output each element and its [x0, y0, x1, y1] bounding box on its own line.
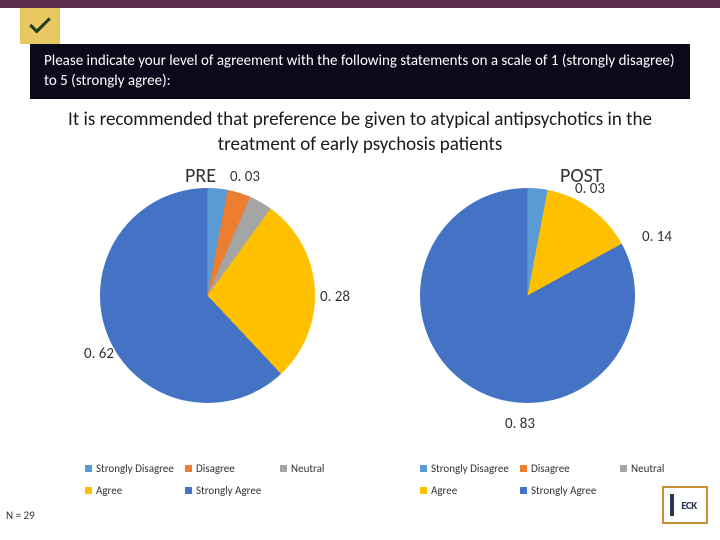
legend-swatch: [420, 487, 427, 494]
legend-swatch: [520, 487, 527, 494]
legend-swatch: [520, 465, 527, 472]
legend-item: Strongly Disagree: [85, 462, 174, 475]
legend-label: Agree: [96, 484, 122, 497]
chart-area: PRE 0. 030. 280. 62 POST 0. 030. 140. 83: [0, 170, 720, 440]
legend-item: Neutral: [620, 462, 664, 475]
data-label: 0. 14: [642, 228, 672, 246]
checkmark-icon: [20, 8, 60, 44]
pre-pie: [100, 188, 315, 403]
pre-chart-title: PRE: [185, 164, 216, 188]
legend-label: Strongly Disagree: [431, 462, 509, 475]
legend-label: Disagree: [196, 462, 235, 475]
data-label: 0. 28: [320, 288, 350, 306]
legend-swatch: [420, 465, 427, 472]
data-label: 0. 03: [575, 180, 605, 198]
legend-label: Neutral: [631, 462, 664, 475]
legend-item: Disagree: [520, 462, 570, 475]
legend-swatch: [85, 487, 92, 494]
legend-item: Neutral: [280, 462, 324, 475]
data-label: 0. 62: [84, 345, 114, 363]
n-label: N = 29: [6, 509, 35, 522]
data-label: 0. 83: [505, 415, 535, 433]
legend-label: Neutral: [291, 462, 324, 475]
legend-swatch: [185, 487, 192, 494]
legend-item: Strongly Agree: [185, 484, 261, 497]
legend-item: Agree: [420, 484, 457, 497]
legend-label: Strongly Disagree: [96, 462, 174, 475]
instruction-text: Please indicate your level of agreement …: [30, 44, 690, 99]
logo: ECK: [662, 486, 708, 524]
legend-label: Disagree: [531, 462, 570, 475]
legend-swatch: [85, 465, 92, 472]
statement-text: It is recommended that preference be giv…: [60, 108, 660, 157]
logo-text: ECK: [681, 499, 697, 512]
legend-item: Strongly Disagree: [420, 462, 509, 475]
legend-label: Agree: [431, 484, 457, 497]
data-label: 0. 03: [230, 168, 260, 186]
post-pie: [420, 188, 635, 403]
legend-label: Strongly Agree: [196, 484, 261, 497]
top-border: [0, 0, 720, 8]
legend-swatch: [620, 465, 627, 472]
legend-item: Strongly Agree: [520, 484, 596, 497]
legend-item: Disagree: [185, 462, 235, 475]
legend-swatch: [185, 465, 192, 472]
legend-swatch: [280, 465, 287, 472]
legend-label: Strongly Agree: [531, 484, 596, 497]
legend-item: Agree: [85, 484, 122, 497]
